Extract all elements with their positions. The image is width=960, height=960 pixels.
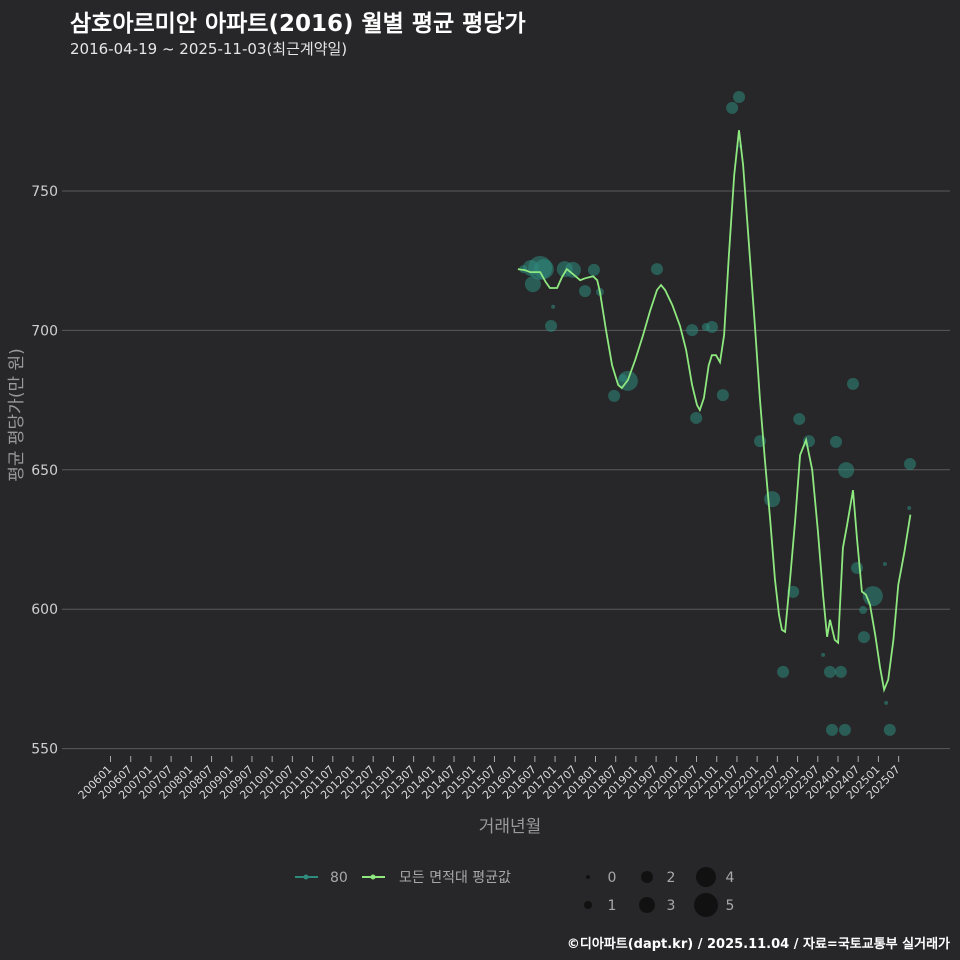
legend-key-average-dot [370, 874, 376, 880]
data-point [701, 323, 710, 332]
data-point [564, 261, 581, 278]
legend-label-average: 모든 면적대 평균값 [399, 870, 511, 886]
data-point [830, 435, 843, 448]
data-point [579, 285, 592, 298]
source-caption: ©디아파트(dapt.kr) / 2025.11.04 / 자료=국토교통부 실… [566, 937, 950, 952]
y-axis-title: 평균 평당가(만 원) [7, 348, 27, 482]
data-point [793, 413, 806, 426]
chart-subtitle: 2016-04-19 ~ 2025-11-03(최근계약일) [70, 40, 348, 58]
legend-size-label: 4 [726, 870, 735, 886]
data-point [619, 374, 628, 383]
data-point [650, 263, 663, 276]
x-axis-title: 거래년월 [479, 817, 542, 837]
y-tick-label: 600 [31, 602, 58, 618]
data-point [883, 723, 896, 736]
data-point [847, 377, 860, 390]
data-point [787, 585, 800, 598]
y-tick-label: 700 [31, 323, 58, 339]
data-point [764, 491, 781, 508]
legend-size-label: 2 [667, 870, 676, 886]
data-point [838, 723, 851, 736]
data-point [524, 276, 541, 293]
legend-size-key [639, 897, 655, 913]
legend-key-80-dot [303, 874, 309, 880]
series-line [517, 130, 912, 694]
y-tick-label: 650 [31, 463, 58, 479]
chart-title: 삼호아르미안 아파트(2016) 월별 평균 평당가 [70, 11, 526, 37]
data-point [716, 389, 729, 402]
legend-size-key [584, 901, 592, 909]
legend-size-key [694, 893, 718, 917]
data-point [859, 606, 868, 615]
legend-size-label: 5 [726, 898, 735, 914]
data-point [533, 259, 554, 280]
legend-size-label: 1 [608, 898, 617, 914]
legend-size-key [696, 867, 716, 887]
data-point [587, 263, 600, 276]
data-point [825, 723, 838, 736]
data-point [551, 304, 556, 309]
data-point [884, 700, 889, 705]
data-point [777, 665, 790, 678]
data-point [690, 411, 703, 424]
data-point [686, 324, 699, 337]
data-point [851, 561, 864, 574]
data-point [733, 91, 746, 104]
legend-label-80: 80 [330, 870, 348, 886]
data-point [857, 631, 870, 644]
y-tick-label: 750 [31, 184, 58, 200]
data-point [838, 462, 855, 479]
data-point [705, 321, 718, 334]
data-point [882, 562, 887, 567]
data-point [545, 319, 558, 332]
data-point [726, 101, 739, 114]
data-point [608, 389, 621, 402]
data-point [821, 652, 826, 657]
legend-size-label: 3 [667, 898, 676, 914]
y-tick-label: 550 [31, 742, 58, 758]
data-point [904, 457, 917, 470]
data-point [907, 505, 912, 510]
legend-size-key [586, 875, 590, 879]
legend-size-label: 0 [608, 870, 617, 886]
legend-size-key [641, 871, 653, 883]
data-point [823, 665, 836, 678]
data-point [834, 665, 847, 678]
